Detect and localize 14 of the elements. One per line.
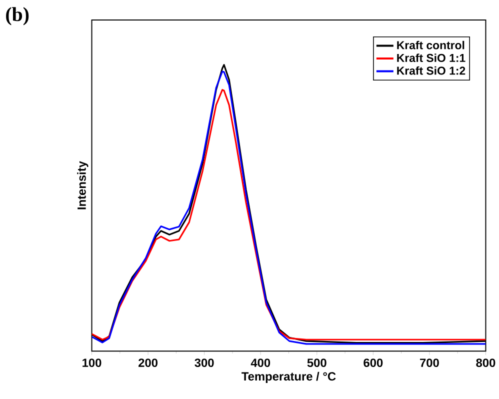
- x-tick-label: 700: [420, 358, 439, 368]
- x-tick-label: 800: [476, 358, 496, 368]
- x-tick-label: 400: [250, 358, 270, 368]
- y-axis-title: Intensity: [77, 161, 88, 210]
- x-tick-label: 600: [364, 358, 383, 368]
- x-axis-title: Temperature / °C: [242, 372, 336, 383]
- x-tick-label: 500: [307, 358, 326, 368]
- x-tick-label: 100: [82, 358, 102, 368]
- chart-title: (b): [6, 7, 29, 26]
- legend-label: Kraft SiO 1:2: [397, 66, 466, 75]
- x-tick-label: 300: [194, 358, 214, 368]
- legend-label: Kraft control: [397, 40, 464, 50]
- legend-label: Kraft SiO 1:1: [397, 54, 466, 62]
- x-tick-label: 200: [138, 358, 158, 368]
